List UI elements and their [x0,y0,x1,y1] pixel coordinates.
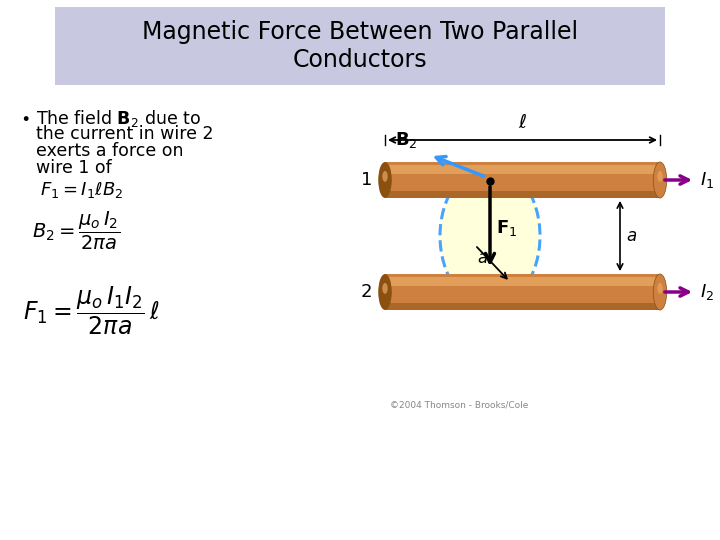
Text: $a$: $a$ [477,249,489,267]
Text: Magnetic Force Between Two Parallel: Magnetic Force Between Two Parallel [142,20,578,44]
Bar [385,162,660,198]
Text: the current in wire 2: the current in wire 2 [36,125,214,143]
Ellipse shape [378,162,392,198]
Text: $I_1$: $I_1$ [700,170,714,190]
Text: Conductors: Conductors [293,48,427,72]
Text: $F_1 = \dfrac{\mu_o\, I_1 I_2}{2\pi a}\,\ell$: $F_1 = \dfrac{\mu_o\, I_1 I_2}{2\pi a}\,… [23,285,160,338]
Text: $I_2$: $I_2$ [700,282,714,302]
Text: exerts a force on: exerts a force on [36,142,184,160]
Bar [385,165,660,174]
Ellipse shape [378,274,392,310]
Bar [385,276,660,286]
Ellipse shape [653,274,667,310]
Bar [385,303,660,310]
FancyBboxPatch shape [55,7,665,85]
Text: $F_1 = I_1\ell B_2$: $F_1 = I_1\ell B_2$ [40,180,123,200]
Text: wire 1 of: wire 1 of [36,159,112,177]
Ellipse shape [657,283,662,294]
Text: $\bullet$: $\bullet$ [20,108,30,126]
Text: $\mathbf{F}_1$: $\mathbf{F}_1$ [496,218,518,238]
Text: $\ell$: $\ell$ [518,113,527,132]
Ellipse shape [657,171,662,182]
Text: $\mathbf{B}_2$: $\mathbf{B}_2$ [395,130,418,150]
Bar [385,191,660,198]
Text: The field $\mathbf{B}_2$ due to: The field $\mathbf{B}_2$ due to [36,108,201,129]
Bar [385,274,660,310]
Text: $a$: $a$ [626,227,637,245]
Text: 1: 1 [361,171,372,189]
Ellipse shape [382,283,387,294]
Ellipse shape [653,162,667,198]
Text: 2: 2 [361,283,372,301]
Text: ©2004 Thomson - Brooks/Cole: ©2004 Thomson - Brooks/Cole [390,401,528,410]
Ellipse shape [440,165,540,307]
Ellipse shape [382,171,387,182]
Text: $B_2 = \dfrac{\mu_o\, I_2}{2\pi a}$: $B_2 = \dfrac{\mu_o\, I_2}{2\pi a}$ [32,210,120,252]
